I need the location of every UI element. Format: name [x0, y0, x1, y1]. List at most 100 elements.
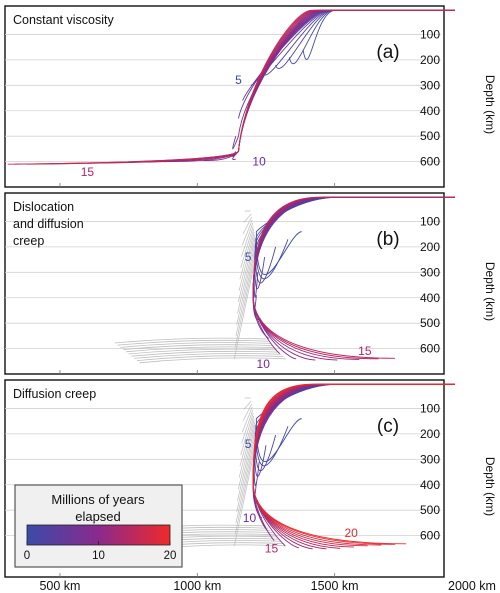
panel-letter: (a) [376, 42, 399, 63]
panel-a: 100 200 300 400 500 600 Depth (km) (a) Constant … [4, 5, 497, 188]
time-label: 20 [344, 526, 358, 540]
ghost-slab-line [242, 403, 253, 421]
ghost-slab-line [120, 342, 271, 348]
y-tick-label: 100 [420, 27, 440, 41]
ghost-slab-line [136, 355, 284, 361]
time-label: 15 [81, 165, 95, 179]
y-tick-label: 200 [420, 427, 440, 441]
slab-curve [302, 9, 455, 60]
slab-curves [114, 196, 455, 364]
slab-curve [288, 9, 455, 65]
y-axis-label: Depth (km) [483, 457, 497, 516]
ghost-slab-line [241, 409, 254, 444]
y-tick-label: 300 [420, 78, 440, 92]
y-tick-label: 600 [420, 155, 440, 169]
ghost-slab-line [238, 418, 255, 478]
y-tick-label: 100 [420, 214, 440, 228]
ghost-slab-line [241, 219, 253, 246]
ghost-slab-line [243, 400, 252, 410]
slab-curve [254, 196, 455, 284]
legend: Millions of years elapsed 0 10 20 [14, 484, 183, 568]
time-label: 5 [245, 250, 252, 264]
panel-title-line: and diffusion [13, 217, 84, 231]
x-tick-label: 1500 km [311, 579, 359, 593]
y-tick-label: 600 [420, 529, 440, 543]
panel-b: 100 200 300 400 500 600 Depth (km) (b) Dislocati… [4, 192, 497, 375]
ghost-slab-line [239, 415, 255, 467]
colorbar-tick-label: 0 [24, 550, 30, 562]
y-tick-label: 400 [420, 104, 440, 118]
x-tick-label: 500 km [39, 579, 80, 593]
time-label: 10 [252, 155, 266, 169]
y-tick-label: 500 [420, 316, 440, 330]
ghost-slab-line [125, 346, 275, 353]
time-label: 10 [243, 511, 257, 525]
slab-curves [114, 383, 455, 551]
slab-curve [252, 383, 455, 545]
panel-title-line: Constant viscosity [13, 13, 114, 27]
panel-frame [4, 192, 445, 375]
ghost-slab-line [234, 433, 258, 535]
ghost-slab-line [241, 406, 253, 433]
y-tick-label: 400 [420, 478, 440, 492]
ghost-slab-line [117, 339, 269, 346]
slab-curve [7, 9, 455, 165]
slab-curve [262, 9, 455, 76]
y-tick-label: 200 [420, 53, 440, 67]
slab-curve [254, 196, 455, 290]
slab-curve [252, 196, 455, 359]
slab-curves [7, 9, 455, 165]
ghost-slab-line [233, 436, 258, 547]
slab-curve [253, 196, 455, 311]
time-label: 5 [235, 73, 242, 87]
y-tick-label: 500 [420, 129, 440, 143]
ghost-slab-line [139, 357, 286, 364]
slab-curve [242, 9, 455, 101]
ghost-slab-line [235, 243, 257, 337]
slab-curve [232, 9, 455, 150]
time-label: 5 [245, 437, 252, 451]
ghost-slab-line [242, 216, 253, 234]
x-tick-label: 2000 km [448, 579, 496, 593]
ghost-slab-line [237, 424, 256, 501]
colorbar-tick-label: 10 [92, 550, 105, 562]
y-axis-label: Depth (km) [483, 75, 497, 134]
ghost-slab-line [128, 348, 278, 355]
y-tick-label: 300 [420, 452, 440, 466]
ghost-slab-line [123, 344, 273, 350]
x-tick-label: 1000 km [173, 579, 221, 593]
ghost-slab-line [237, 234, 256, 303]
panel-letter: (b) [376, 229, 399, 250]
y-tick-label: 200 [420, 240, 440, 254]
slab-curve [254, 383, 455, 472]
ghost-slab-line [236, 240, 257, 325]
panel-title-line: Diffusion creep [13, 387, 96, 401]
ghost-slab-line [238, 231, 255, 291]
ghost-slab-line [236, 427, 257, 512]
time-label: 15 [358, 344, 372, 358]
ghost-slab-line [235, 430, 257, 524]
time-label: 15 [265, 541, 279, 555]
y-tick-label: 400 [420, 291, 440, 305]
ghost-slab-line [234, 246, 258, 348]
ghost-slab-line [131, 350, 280, 357]
colorbar-tick-label: 20 [164, 550, 177, 562]
y-tick-label: 500 [420, 503, 440, 517]
ghost-slab-line [237, 237, 256, 314]
ghost-slab-line [233, 249, 258, 360]
legend-title-line: elapsed [75, 509, 121, 524]
slab-curve [253, 383, 455, 498]
y-tick-label: 600 [420, 342, 440, 356]
ghost-slab-line [243, 213, 252, 223]
ghost-slab-line [241, 222, 254, 257]
ghost-slab-line [237, 421, 256, 490]
panel-title-line: creep [13, 234, 44, 248]
ghost-slab-line [239, 228, 255, 280]
slab-curve [275, 9, 455, 69]
y-tick-label: 300 [420, 265, 440, 279]
panel-title-line: Dislocation [13, 200, 74, 214]
ghost-slab-line [240, 412, 254, 456]
ghost-slab-line [240, 225, 254, 269]
